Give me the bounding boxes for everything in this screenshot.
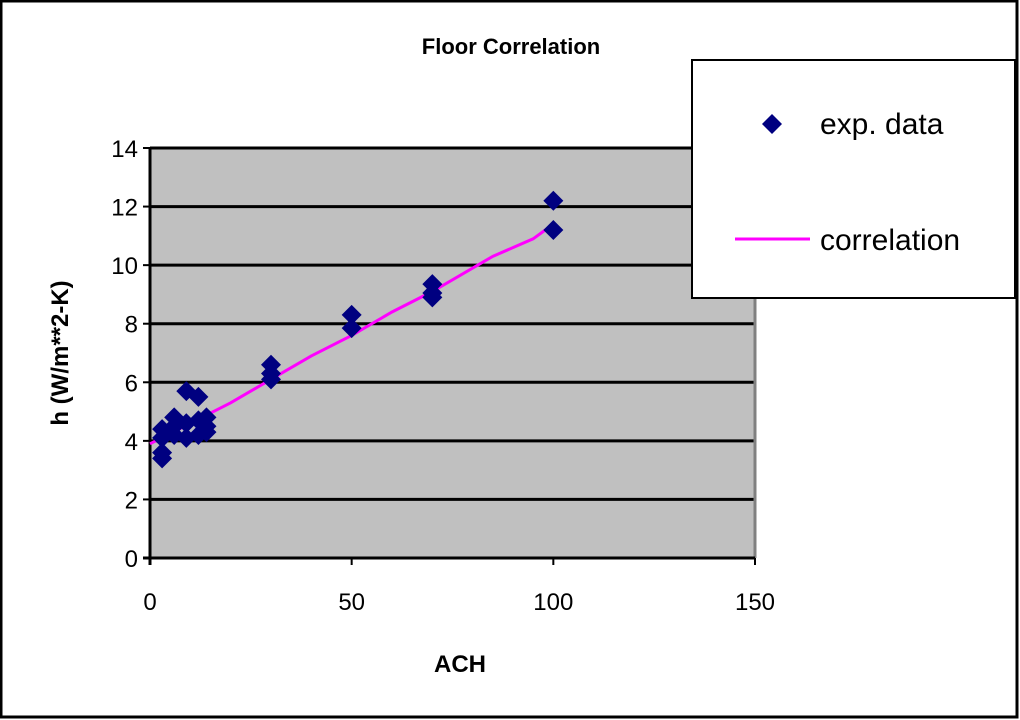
data-point xyxy=(341,318,362,339)
data-point xyxy=(341,304,362,325)
y-tick-label: 0 xyxy=(125,546,138,573)
data-point xyxy=(543,190,564,211)
legend: exp. data correlation xyxy=(691,59,1016,299)
x-tick-label: 150 xyxy=(735,589,775,616)
data-point xyxy=(196,407,217,428)
data-point xyxy=(422,287,443,308)
legend-label-exp-data: exp. data xyxy=(820,108,944,141)
y-tick-label: 6 xyxy=(125,370,138,397)
legend-box xyxy=(691,59,1016,299)
x-tick-label: 50 xyxy=(338,589,365,616)
chart-title: Floor Correlation xyxy=(422,34,600,59)
y-tick-label: 12 xyxy=(111,195,138,222)
x-tick-label: 100 xyxy=(533,589,573,616)
y-tick-label: 2 xyxy=(125,487,138,514)
legend-diamond-icon xyxy=(762,114,782,134)
x-tick-label: 0 xyxy=(143,589,156,616)
data-point xyxy=(152,442,173,463)
data-point xyxy=(543,220,564,240)
legend-label-correlation: correlation xyxy=(820,224,960,257)
y-tick-label: 14 xyxy=(111,136,138,163)
y-axis-label: h (W/m**2-K) xyxy=(47,280,74,425)
plot-area xyxy=(150,148,755,558)
x-axis-label: ACH xyxy=(434,651,486,678)
data-point xyxy=(261,369,281,390)
data-point xyxy=(188,386,209,407)
y-tick-label: 8 xyxy=(125,312,138,339)
y-tick-label: 10 xyxy=(111,253,138,280)
y-tick-label: 4 xyxy=(125,429,138,456)
